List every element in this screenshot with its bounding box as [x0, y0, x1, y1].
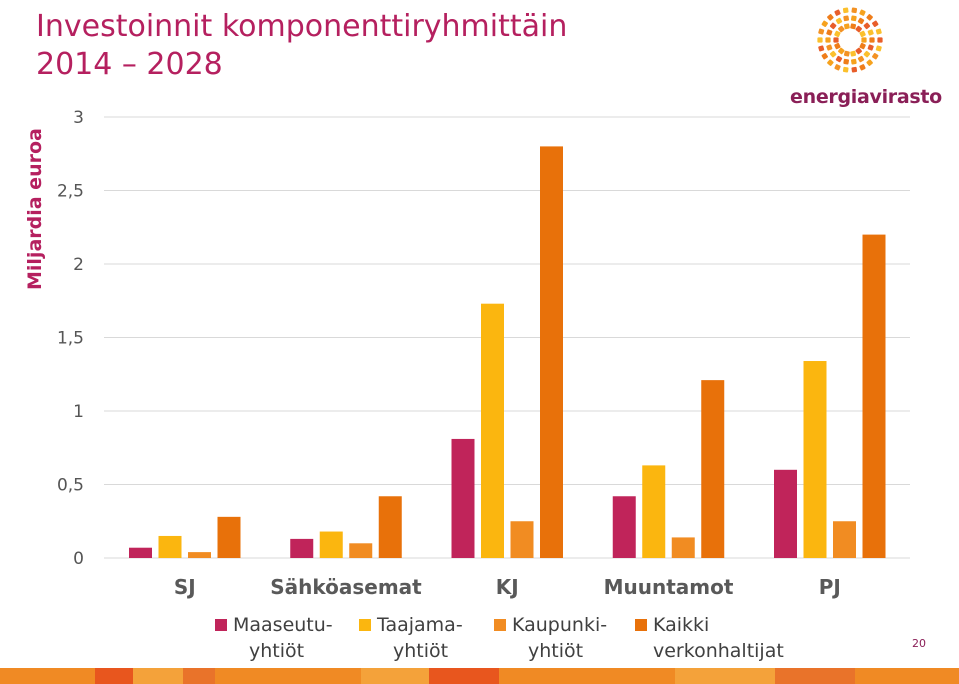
title-line-1: Investoinnit komponenttiryhmittäin: [36, 9, 568, 44]
energiavirasto-logo-icon: [817, 7, 883, 73]
bar-kaikki-3: [540, 146, 563, 558]
legend-label-line2: yhtiöt: [393, 640, 449, 662]
bar-kaikki-5: [862, 234, 886, 558]
bar-kaupunki-5: [833, 521, 856, 558]
bar-kaupunki-3: [510, 521, 534, 558]
bar-kaupunki-4: [671, 537, 695, 558]
bar-kaupunki-2: [349, 543, 373, 558]
y-tick-labels: 0 0,5 1 1,5 2 2,5 3: [57, 108, 84, 569]
bar-kaikki-2: [378, 496, 402, 558]
y-tick-label: 3: [73, 108, 84, 128]
category-label: Muuntamot: [604, 575, 734, 599]
y-tick-label: 1: [73, 402, 84, 422]
legend-label-line1: Maaseutu-: [233, 614, 333, 636]
legend-label-line2: yhtiöt: [249, 640, 305, 662]
bar-maaseutu-3: [451, 438, 475, 558]
y-tick-label: 1,5: [57, 329, 84, 349]
logo-text: energiavirasto: [790, 86, 942, 108]
page-number: 20: [912, 637, 926, 650]
bar-maaseutu-4: [612, 496, 636, 558]
bar-kaikki-4: [701, 380, 725, 558]
bar-taajama-5: [803, 361, 827, 558]
y-tick-label: 0,5: [57, 476, 84, 496]
bar-taajama-2: [319, 531, 343, 558]
title-line-2: 2014 – 2028: [36, 47, 223, 82]
bars: [129, 146, 886, 558]
legend-label-line1: Kaupunki-: [512, 614, 608, 636]
footer-stripe: [0, 668, 959, 684]
bar-taajama-3: [481, 303, 504, 558]
legend-label-line2: yhtiöt: [528, 640, 584, 662]
y-tick-label: 2,5: [57, 182, 84, 202]
legend-swatch: [215, 619, 227, 631]
category-label: Sähköasemat: [270, 575, 422, 599]
category-label: KJ: [496, 575, 519, 599]
y-tick-label: 2: [73, 255, 84, 275]
bar-taajama-4: [642, 465, 666, 558]
bar-kaupunki-1: [188, 552, 211, 558]
bar-maaseutu-5: [774, 469, 797, 558]
bar-taajama-1: [158, 535, 182, 558]
category-labels: SJ Sähköasemat KJ Muuntamot PJ: [174, 575, 841, 599]
legend-label-line2: verkonhaltijat: [653, 640, 784, 662]
category-label: SJ: [174, 575, 196, 599]
bar-kaikki-1: [217, 516, 241, 558]
legend-swatch: [359, 619, 371, 631]
legend-swatch: [494, 619, 506, 631]
category-label: PJ: [819, 575, 841, 599]
bar-chart: 0 0,5 1 1,5 2 2,5 3 SJ Sähköasemat KJ Muuntamot PJ: [57, 108, 910, 599]
legend-label-line1: Kaikki: [653, 614, 710, 636]
y-tick-label: 0: [73, 549, 84, 569]
bar-maaseutu-1: [129, 547, 152, 558]
legend-label-line1: Taajama-: [377, 614, 463, 636]
legend: Maaseutu-yhtiöt Taajama-yhtiöt Kaupunki-yh…: [0, 612, 959, 662]
bar-maaseutu-2: [290, 538, 314, 558]
slide-title: Investoinnit komponenttiryhmittäin 2014 …: [36, 8, 567, 84]
legend-swatch: [635, 619, 647, 631]
